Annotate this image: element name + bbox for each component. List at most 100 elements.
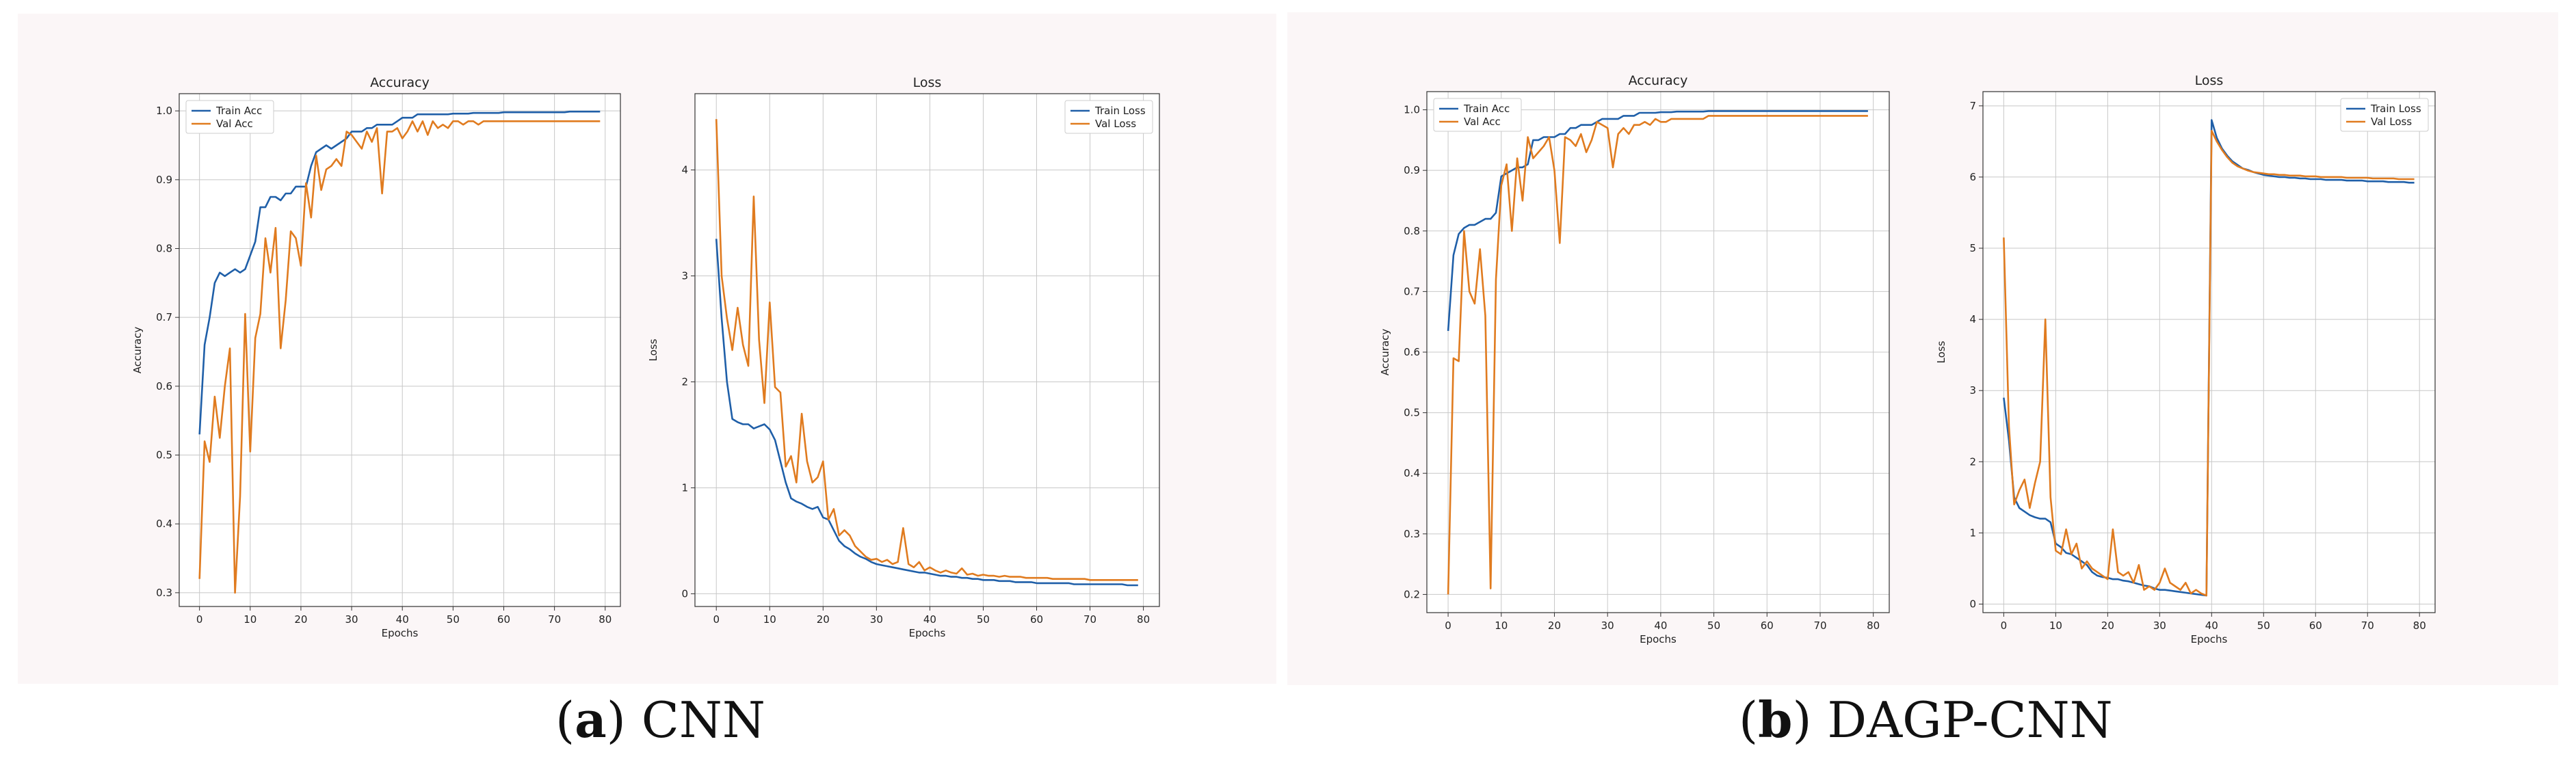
x-tick-label: 20 [294, 613, 307, 626]
x-tick-label: 10 [244, 613, 257, 626]
plot-frame [694, 93, 1160, 607]
x-tick-label: 20 [1548, 619, 1561, 632]
y-tick-label: 1.0 [156, 105, 172, 117]
x-axis-label: Epochs [2191, 633, 2228, 645]
legend-box [185, 100, 274, 134]
x-tick-label: 50 [447, 613, 460, 626]
legend-label-train: Train Loss [2370, 103, 2421, 115]
x-tick-label: 70 [1083, 613, 1096, 626]
x-tick-label: 40 [396, 613, 409, 626]
x-tick-label: 80 [599, 613, 612, 626]
y-tick-label: 0.5 [1404, 407, 1420, 419]
y-tick-label: 0.3 [1404, 528, 1420, 540]
x-tick-label: 30 [2153, 619, 2166, 632]
chart-title: Loss [2195, 73, 2224, 88]
y-tick-label: 0.6 [156, 380, 172, 392]
chart-b-loss: 0 10 20 30 40 50 60 70 80 0 1 2 3 4 5 6 7 Loss Epochs Loss T… [1935, 73, 2436, 645]
x-tick-label: 50 [977, 613, 990, 626]
legend-label-val: Val Loss [1095, 118, 1136, 130]
y-tick-label: 0.6 [1404, 346, 1420, 358]
legend-box [1433, 98, 1522, 132]
x-tick-label: 30 [870, 613, 883, 626]
y-axis-label: Loss [647, 338, 659, 361]
x-tick-label: 0 [196, 613, 203, 626]
series-line-val [2003, 130, 2415, 597]
y-tick-label: 4 [681, 164, 688, 176]
chart-a-accuracy: 0 10 20 30 40 50 60 70 80 0.3 0.4 0.5 0.6 0.7 0.8 0.9 1.… [131, 75, 621, 639]
x-tick-label: 50 [1707, 619, 1720, 632]
y-tick-label: 0.9 [156, 174, 172, 186]
legend-label-train: Train Acc [215, 105, 262, 117]
y-tick-label: 2 [681, 375, 688, 388]
y-tick-label: 1 [681, 481, 688, 494]
caption-a: (a) CNN [555, 691, 765, 749]
x-axis-label: Epochs [1640, 633, 1677, 645]
y-tick-label: 0 [1969, 598, 1976, 611]
x-tick-label: 60 [497, 613, 510, 626]
series-line-val [715, 119, 1138, 581]
caption-b: (b) DAGP-CNN [1739, 691, 2113, 749]
x-tick-label: 80 [1867, 619, 1880, 632]
legend-label-train: Train Acc [1463, 103, 1510, 115]
series-line-val [198, 120, 601, 594]
y-tick-label: 0.2 [1404, 588, 1420, 600]
x-tick-label: 30 [1601, 619, 1614, 632]
legend-box [2340, 98, 2429, 132]
y-tick-label: 0.9 [1404, 164, 1420, 176]
y-axis-label: Accuracy [131, 327, 144, 374]
x-tick-label: 10 [763, 613, 776, 626]
y-tick-label: 0.7 [156, 311, 172, 323]
x-tick-label: 70 [1813, 619, 1826, 632]
x-tick-label: 40 [1654, 619, 1667, 632]
legend-box [1064, 100, 1153, 134]
plot-area [179, 94, 620, 606]
x-tick-label: 70 [2361, 619, 2374, 632]
chart-b-accuracy: 0 10 20 30 40 50 60 70 80 0.2 0.3 0.4 0.5 0.6 0.7 0.8 0.… [1379, 73, 1890, 645]
x-tick-label: 10 [1495, 619, 1508, 632]
y-tick-label: 1 [1969, 526, 1976, 539]
x-tick-label: 60 [1761, 619, 1774, 632]
legend-label-val: Val Acc [216, 118, 253, 130]
x-tick-label: 80 [1137, 613, 1150, 626]
series-line-train [198, 110, 601, 435]
y-tick-label: 2 [1969, 455, 1976, 468]
y-tick-label: 4 [1969, 313, 1976, 325]
chart-title: Loss [913, 75, 942, 90]
y-tick-label: 0.5 [156, 449, 172, 462]
x-tick-label: 60 [1030, 613, 1043, 626]
y-tick-label: 3 [681, 270, 688, 282]
y-tick-label: 0.8 [156, 243, 172, 255]
series-line-train [715, 239, 1138, 587]
y-tick-label: 0.4 [1404, 467, 1420, 479]
x-tick-label: 60 [2309, 619, 2322, 632]
y-tick-label: 7 [1969, 100, 1976, 112]
x-axis-label: Epochs [382, 627, 419, 639]
x-tick-label: 40 [2205, 619, 2218, 632]
plot-frame [179, 93, 621, 607]
chart-title: Accuracy [370, 75, 430, 90]
y-tick-label: 0.8 [1404, 225, 1420, 237]
y-tick-label: 5 [1969, 242, 1976, 254]
legend-label-train: Train Loss [1094, 105, 1146, 117]
x-tick-label: 40 [923, 613, 936, 626]
series-line-val [1447, 115, 1868, 595]
y-tick-label: 1.0 [1404, 104, 1420, 116]
x-tick-label: 20 [2101, 619, 2114, 632]
x-tick-label: 0 [713, 613, 720, 626]
y-tick-label: 0 [681, 587, 688, 600]
x-tick-label: 30 [345, 613, 358, 626]
x-tick-label: 0 [2001, 619, 2008, 632]
chart-title: Accuracy [1629, 73, 1688, 88]
y-axis-label: Accuracy [1379, 329, 1391, 376]
x-tick-label: 70 [548, 613, 561, 626]
y-axis-label: Loss [1935, 341, 1947, 363]
x-tick-label: 80 [2413, 619, 2426, 632]
chart-a-loss: 0 10 20 30 40 50 60 70 80 0 1 2 3 4 Loss Epochs Loss Trai… [647, 75, 1160, 639]
plot-frame [1982, 91, 2436, 613]
y-tick-label: 0.4 [156, 518, 172, 530]
